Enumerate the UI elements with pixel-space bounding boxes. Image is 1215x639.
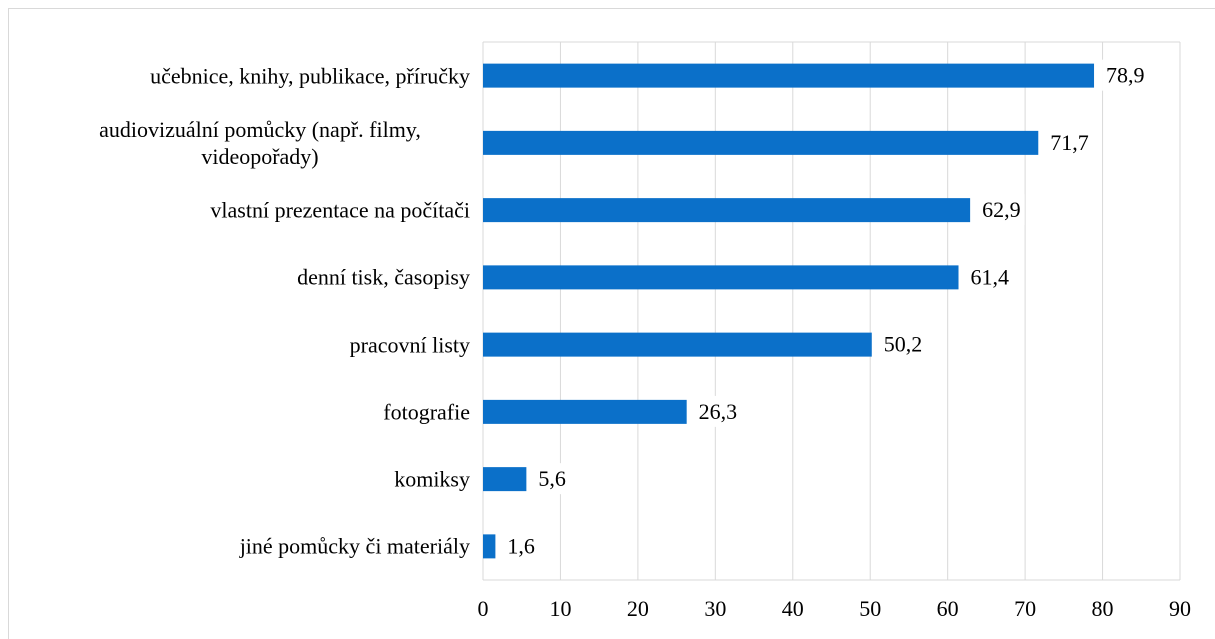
data-label: 62,9: [982, 197, 1021, 222]
bar: [483, 332, 872, 357]
bar: [483, 265, 959, 290]
data-label-bg: [978, 194, 1025, 226]
chart-border: [8, 8, 1215, 639]
x-tick-label: 30: [704, 596, 726, 621]
y-tick-text: denní tisk, časopisy: [297, 264, 470, 290]
data-label: 61,4: [971, 264, 1010, 289]
x-tick-label: 40: [782, 596, 804, 621]
bar: [483, 399, 687, 424]
y-tick-text: vlastní prezentace na počítači: [210, 197, 470, 223]
bar: [483, 63, 1095, 88]
data-label-bg: [694, 395, 742, 427]
y-tick-text: pracovní listy: [349, 332, 470, 358]
data-label: 1,6: [507, 533, 535, 558]
y-tick-text: komiksy: [394, 466, 470, 492]
bar: [483, 534, 496, 559]
y-tick-label: vlastní prezentace na počítači: [10, 197, 470, 224]
x-tick-label: 50: [859, 596, 881, 621]
bar: [483, 467, 527, 492]
x-tick-label: 80: [1092, 596, 1114, 621]
data-label-bg: [534, 463, 570, 495]
y-tick-label: fotografie: [10, 398, 470, 425]
data-label-bg: [1046, 126, 1093, 158]
y-tick-label: denní tisk, časopisy: [10, 264, 470, 291]
data-label: 5,6: [538, 466, 566, 491]
x-tick-label: 20: [627, 596, 649, 621]
y-tick-label: jiné pomůcky či materiály: [10, 533, 470, 560]
y-tick-text: audiovizuální pomůcky (např. filmy, vide…: [99, 116, 421, 169]
bar: [483, 130, 1039, 155]
data-label-bg: [879, 328, 927, 360]
data-label: 50,2: [884, 332, 923, 357]
data-label: 71,7: [1050, 130, 1089, 155]
y-tick-label: pracovní listy: [10, 331, 470, 358]
x-tick-label: 90: [1169, 596, 1191, 621]
data-label: 26,3: [699, 399, 738, 424]
data-label-bg: [966, 261, 1014, 293]
y-tick-text: fotografie: [383, 399, 470, 425]
data-label-bg: [503, 530, 539, 562]
bar: [483, 198, 971, 223]
y-tick-text: jiné pomůcky či materiály: [239, 533, 470, 559]
y-tick-text: učebnice, knihy, publikace, příručky: [150, 63, 470, 89]
y-tick-label: komiksy: [10, 466, 470, 493]
data-label-bg: [1102, 59, 1149, 91]
x-tick-label: 10: [549, 596, 571, 621]
x-tick-label: 60: [937, 596, 959, 621]
data-label: 78,9: [1106, 63, 1145, 88]
x-tick-label: 70: [1014, 596, 1036, 621]
y-tick-label: audiovizuální pomůcky (např. filmy, vide…: [10, 116, 470, 170]
x-tick-label: 0: [478, 596, 489, 621]
y-tick-label: učebnice, knihy, publikace, příručky: [10, 62, 470, 89]
